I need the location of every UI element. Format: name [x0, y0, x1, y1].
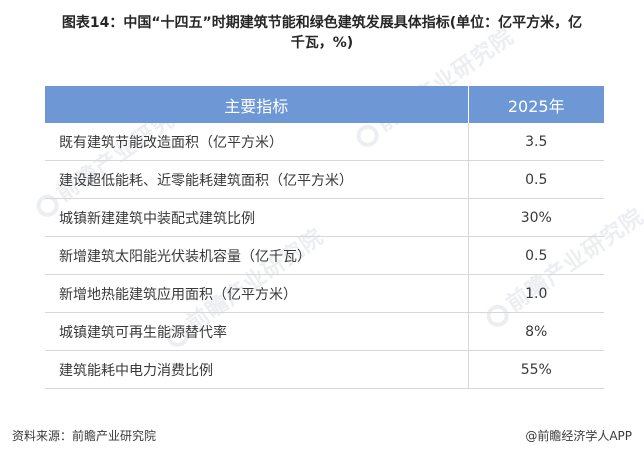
header-year: 2025年 [468, 86, 604, 123]
indicator-table-container: 主要指标 2025年 既有建筑节能改造面积（亿平方米） 3.5 建设超低能耗、近… [45, 86, 604, 400]
value-cell: 30% [468, 198, 604, 237]
indicator-cell: 既有建筑节能改造面积（亿平方米） [45, 123, 469, 161]
value-cell: 55% [468, 350, 604, 389]
value-cell: 3.5 [468, 123, 604, 161]
title-line-1: 图表14：中国“十四五”时期建筑节能和绿色建筑发展具体指标(单位：亿平方米，亿 [61, 15, 583, 31]
indicator-cell: 新增建筑太阳能光伏装机容量（亿千瓦） [45, 236, 469, 275]
indicator-cell: 建筑能耗中电力消费比例 [45, 350, 469, 389]
indicator-cell: 新增地热能建筑应用面积（亿平方米） [45, 274, 469, 313]
table-row: 城镇建筑可再生能源替代率 8% [45, 312, 604, 351]
value-cell: 0.5 [468, 160, 604, 199]
source-note: 资料来源：前瞻产业研究院 [12, 429, 157, 443]
table-row: 既有建筑节能改造面积（亿平方米） 3.5 [45, 123, 604, 161]
app-credit: @前瞻经济学人APP [525, 429, 632, 443]
title-line-2: 千瓦，%) [290, 35, 354, 51]
indicator-cell: 建设超低能耗、近零能耗建筑面积（亿平方米） [45, 160, 469, 199]
value-cell: 1.0 [468, 274, 604, 313]
indicator-cell: 城镇建筑可再生能源替代率 [45, 312, 469, 351]
indicator-cell: 城镇新建建筑中装配式建筑比例 [45, 198, 469, 237]
table-row: 城镇新建建筑中装配式建筑比例 30% [45, 198, 604, 237]
table-row: 建筑能耗中电力消费比例 55% [45, 350, 604, 389]
footer: 资料来源：前瞻产业研究院 @前瞻经济学人APP [12, 426, 632, 446]
chart-title: 图表14：中国“十四五”时期建筑节能和绿色建筑发展具体指标(单位：亿平方米，亿 … [0, 13, 644, 53]
header-indicator: 主要指标 [45, 86, 469, 123]
indicator-table: 主要指标 2025年 既有建筑节能改造面积（亿平方米） 3.5 建设超低能耗、近… [45, 86, 604, 389]
table-row: 新增建筑太阳能光伏装机容量（亿千瓦） 0.5 [45, 236, 604, 275]
value-cell: 0.5 [468, 236, 604, 275]
table-header-row: 主要指标 2025年 [45, 86, 604, 123]
table-row: 建设超低能耗、近零能耗建筑面积（亿平方米） 0.5 [45, 160, 604, 199]
table-row: 新增地热能建筑应用面积（亿平方米） 1.0 [45, 274, 604, 313]
value-cell: 8% [468, 312, 604, 351]
